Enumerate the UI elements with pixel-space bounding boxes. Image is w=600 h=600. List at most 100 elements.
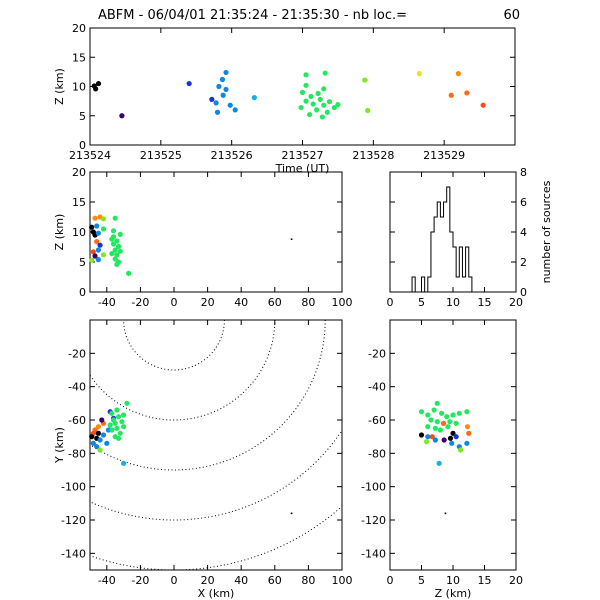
source-point <box>447 435 454 441</box>
source-point <box>322 70 328 76</box>
x-tick-label: 0 <box>171 574 178 587</box>
source-point <box>109 236 115 242</box>
source-point <box>186 80 192 87</box>
source-point <box>290 238 293 240</box>
range-circle <box>90 429 342 521</box>
source-point <box>94 239 100 245</box>
source-point <box>89 434 95 440</box>
x-tick-label: 40 <box>234 296 248 309</box>
x-axis-label: Z (km) <box>435 587 472 600</box>
source-point <box>331 104 337 111</box>
source-point <box>448 92 454 98</box>
x-tick-label: 60 <box>268 296 282 309</box>
source-point <box>114 407 120 413</box>
source-point <box>110 241 117 247</box>
source-point <box>99 417 105 423</box>
source-point <box>434 400 440 406</box>
x-tick-label: 5 <box>418 574 425 587</box>
source-point <box>321 86 327 92</box>
source-point <box>91 83 97 89</box>
y-tick-label: -140 <box>61 547 86 560</box>
source-point <box>464 409 470 415</box>
y-axis-label: Z (km) <box>53 68 66 105</box>
source-point <box>326 99 333 105</box>
source-point <box>90 249 96 255</box>
y-tick-label: -120 <box>61 514 86 527</box>
x-tick-label: -20 <box>131 296 149 309</box>
source-point <box>97 242 103 248</box>
source-point <box>423 439 430 445</box>
source-point <box>112 247 118 253</box>
source-point <box>432 437 438 443</box>
source-point <box>319 114 325 120</box>
source-point <box>303 72 309 78</box>
y-tick-label: 2 <box>520 256 527 269</box>
source-point <box>121 424 127 430</box>
source-point <box>97 437 103 443</box>
x-tick-label: 20 <box>201 574 215 587</box>
x-tick-label: 0 <box>171 296 178 309</box>
title-text: ABFM - 06/04/01 21:35:24 - 21:35:30 - nb… <box>98 8 407 23</box>
source-point <box>365 107 371 114</box>
source-point <box>434 419 440 425</box>
source-point <box>115 243 122 249</box>
source-point <box>104 440 110 446</box>
x-tick-label: 213527 <box>282 149 324 162</box>
y-tick-label: 8 <box>520 166 527 179</box>
source-point <box>308 93 314 100</box>
source-point <box>109 251 115 257</box>
source-point <box>439 410 445 416</box>
x-tick-label: 20 <box>201 296 215 309</box>
y-tick-label: 15 <box>72 196 86 209</box>
source-point <box>232 107 238 113</box>
source-point <box>324 109 330 115</box>
source-point <box>214 109 221 115</box>
source-point <box>437 427 443 433</box>
source-point <box>447 419 453 425</box>
source-point <box>223 86 229 93</box>
source-point <box>223 69 229 76</box>
source-point <box>92 215 98 221</box>
y-tick-label: -20 <box>68 347 86 360</box>
source-point <box>464 440 470 446</box>
source-point <box>429 434 435 440</box>
source-point <box>112 215 118 221</box>
source-point <box>445 424 451 430</box>
source-point <box>114 425 120 431</box>
source-point <box>314 107 320 113</box>
source-point <box>464 424 471 430</box>
source-point <box>95 230 101 236</box>
source-point <box>317 96 323 102</box>
x-tick-label: 10 <box>446 296 460 309</box>
source-point <box>119 419 125 425</box>
source-point <box>95 430 101 436</box>
source-point <box>303 98 309 104</box>
source-point <box>428 417 434 423</box>
source-point <box>450 412 456 418</box>
source-point <box>418 432 425 438</box>
source-point <box>89 224 95 230</box>
source-point <box>90 440 96 446</box>
source-point <box>124 400 130 406</box>
x-tick-label: 213526 <box>211 149 253 162</box>
x-axis-label: Time (UT) <box>275 162 330 175</box>
source-point <box>466 430 472 436</box>
source-point <box>219 76 226 83</box>
y-tick-label: -20 <box>368 347 386 360</box>
y-tick-label: 5 <box>79 110 86 123</box>
x-tick-label: 60 <box>268 574 282 587</box>
y-tick-label: 6 <box>520 196 527 209</box>
source-point <box>306 111 313 118</box>
source-point <box>95 257 101 263</box>
source-point <box>107 422 113 428</box>
figure-title: ABFM - 06/04/01 21:35:24 - 21:35:30 - nb… <box>98 8 520 23</box>
x-tick-label: 10 <box>446 574 460 587</box>
y-tick-label: 4 <box>520 226 527 239</box>
y-tick-label: -140 <box>361 547 386 560</box>
source-point <box>121 412 127 418</box>
source-point <box>455 71 461 77</box>
source-point <box>119 113 125 119</box>
y-tick-label: -80 <box>68 447 86 460</box>
plan-view-panel: -40 -20 0 20 40 60 80 100 -140 -120 -100 -80 -60 -40 -… <box>53 319 353 600</box>
source-point <box>95 424 101 430</box>
